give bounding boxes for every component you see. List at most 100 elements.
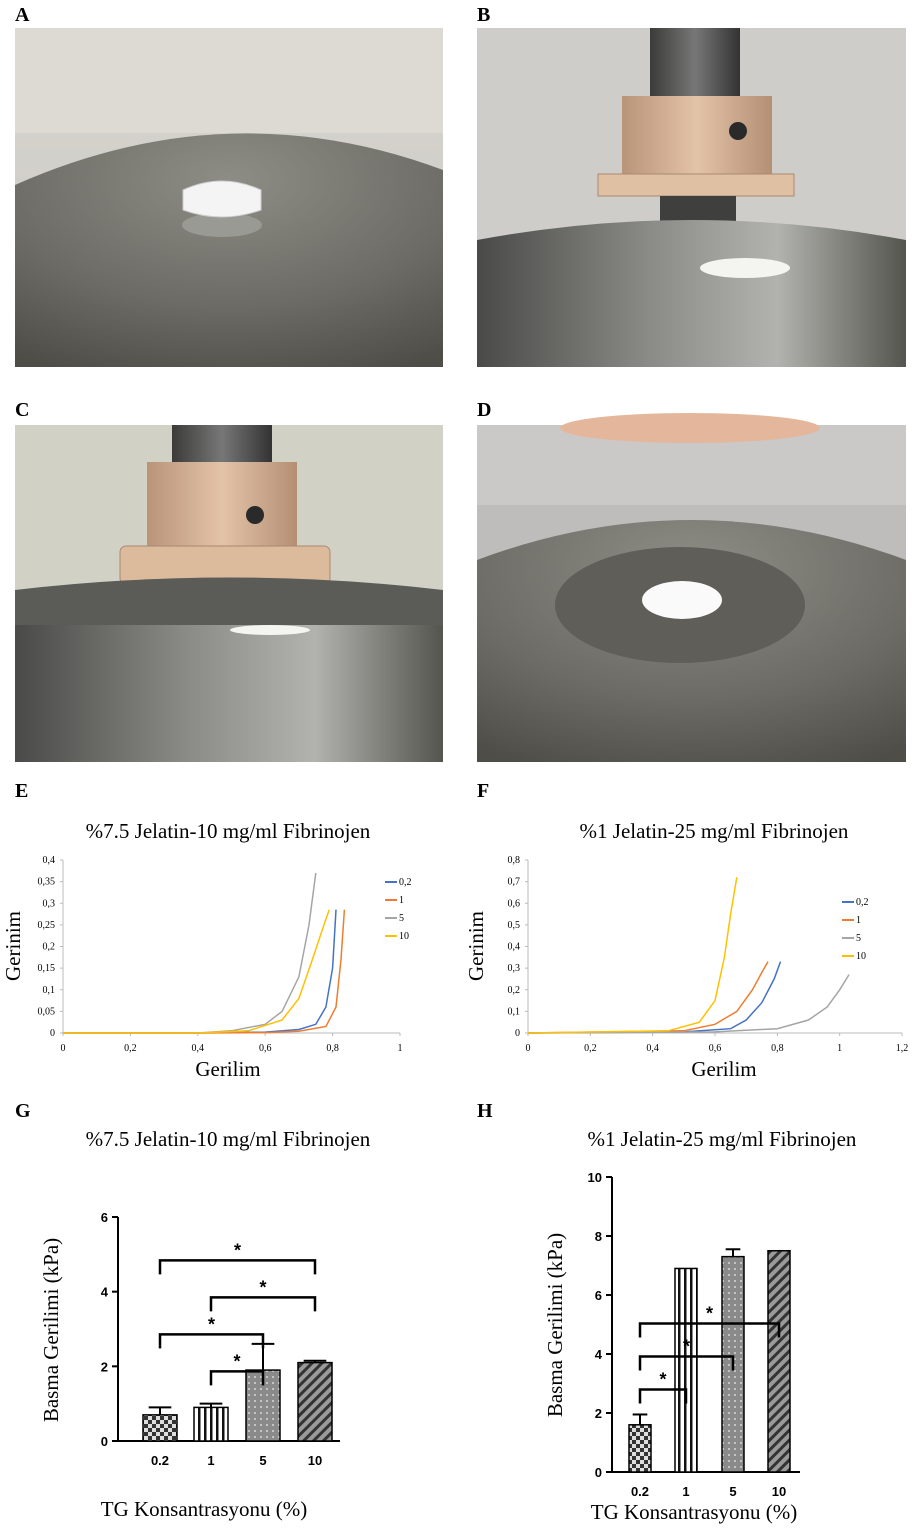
x-axis-label: TG Konsantrasyonu (%): [591, 1500, 797, 1524]
y-axis-label: Gerinim: [464, 911, 488, 981]
y-tick-label: 2: [101, 1359, 108, 1374]
y-axis-label: Basma Gerilimi (kPa): [543, 1233, 567, 1417]
x-tick-label: 0,2: [124, 1043, 137, 1054]
significance-label: *: [659, 1369, 666, 1389]
x-tick-label: 10: [308, 1453, 322, 1468]
chart-title: %7.5 Jelatin-10 mg/ml Fibrinojen: [86, 819, 371, 843]
significance-bracket: [211, 1297, 315, 1311]
y-tick-label: 0,3: [43, 898, 56, 909]
y-tick-label: 0,05: [38, 1006, 56, 1017]
significance-bracket: [160, 1260, 315, 1274]
x-tick-label: 1: [682, 1484, 689, 1499]
y-tick-label: 0,4: [508, 942, 521, 953]
y-tick-label: 0,8: [508, 855, 521, 866]
bar: [768, 1251, 790, 1472]
legend-label: 5: [399, 913, 404, 924]
y-tick-label: 0: [50, 1028, 55, 1039]
y-tick-label: 6: [595, 1288, 602, 1303]
significance-label: *: [259, 1277, 266, 1297]
y-tick-label: 8: [595, 1229, 602, 1244]
photo-d: [477, 413, 906, 762]
panel-label: A: [15, 4, 30, 26]
x-tick-label: 0,4: [646, 1043, 659, 1054]
y-tick-label: 0: [101, 1434, 108, 1449]
bar: [143, 1415, 177, 1441]
legend-label: 5: [856, 933, 861, 944]
x-axis-label: TG Konsantrasyonu (%): [101, 1497, 307, 1521]
legend-label: 1: [856, 915, 861, 926]
series-line: [528, 962, 781, 1033]
legend-label: 10: [399, 931, 409, 942]
legend-label: 0,2: [856, 897, 869, 908]
panel-label: D: [477, 399, 491, 421]
y-tick-label: 0,25: [38, 920, 56, 931]
series-line: [63, 873, 316, 1033]
x-tick-label: 0,8: [771, 1043, 784, 1054]
y-tick-label: 0,15: [38, 963, 56, 974]
x-axis-label: Gerilim: [691, 1057, 756, 1081]
y-tick-label: 0,7: [508, 877, 521, 888]
y-tick-label: 2: [595, 1406, 602, 1421]
y-tick-label: 0,35: [38, 877, 56, 888]
y-tick-label: 0: [515, 1028, 520, 1039]
x-tick-label: 0: [526, 1043, 531, 1054]
y-tick-label: 4: [101, 1285, 109, 1300]
x-tick-label: 0,8: [326, 1043, 339, 1054]
y-tick-label: 0,4: [43, 855, 56, 866]
series-line: [528, 975, 849, 1033]
significance-label: *: [706, 1303, 713, 1323]
y-tick-label: 0,1: [508, 1006, 521, 1017]
series-line: [63, 910, 329, 1033]
significance-bracket: [640, 1323, 779, 1337]
y-tick-label: 0,2: [508, 985, 521, 996]
x-tick-label: 1: [398, 1043, 403, 1054]
x-tick-label: 10: [772, 1484, 786, 1499]
x-tick-label: 0,2: [584, 1043, 597, 1054]
y-axis-label: Basma Gerilimi (kPa): [39, 1238, 63, 1422]
panel-label: G: [15, 1100, 31, 1122]
y-tick-label: 0,1: [43, 985, 56, 996]
x-tick-label: 0: [61, 1043, 66, 1054]
panel-label: F: [477, 780, 489, 802]
x-tick-label: 1: [837, 1043, 842, 1054]
x-tick-label: 0.2: [631, 1484, 649, 1499]
series-line: [528, 962, 768, 1033]
chart-title: %1 Jelatin-25 mg/ml Fibrinojen: [588, 1127, 857, 1151]
y-tick-label: 0,5: [508, 920, 521, 931]
x-axis-label: Gerilim: [195, 1057, 260, 1081]
y-tick-label: 10: [588, 1170, 602, 1185]
panel-label: C: [15, 399, 29, 421]
bar: [194, 1407, 228, 1441]
panel-label: E: [15, 780, 28, 802]
y-tick-label: 4: [595, 1347, 603, 1362]
bar: [298, 1363, 332, 1441]
chart-title: %1 Jelatin-25 mg/ml Fibrinojen: [580, 819, 849, 843]
y-tick-label: 0,2: [43, 942, 56, 953]
x-tick-label: 0,6: [709, 1043, 722, 1054]
chart-title: %7.5 Jelatin-10 mg/ml Fibrinojen: [86, 1127, 371, 1151]
legend-label: 0,2: [399, 877, 412, 888]
panel-label: B: [477, 4, 490, 26]
series-line: [528, 877, 737, 1033]
x-tick-label: 0,4: [192, 1043, 205, 1054]
photo-b: [477, 28, 906, 367]
y-axis-label: Gerinim: [1, 911, 25, 981]
x-tick-label: 0,6: [259, 1043, 272, 1054]
x-tick-label: 0.2: [151, 1453, 169, 1468]
photo-c: [15, 425, 443, 762]
series-line: [63, 910, 336, 1033]
x-tick-label: 5: [259, 1453, 266, 1468]
significance-label: *: [234, 1240, 241, 1260]
legend-label: 10: [856, 951, 866, 962]
x-tick-label: 1,2: [896, 1043, 909, 1054]
y-tick-label: 6: [101, 1210, 108, 1225]
significance-label: *: [208, 1314, 215, 1334]
y-tick-label: 0,6: [508, 898, 521, 909]
legend-label: 1: [399, 895, 404, 906]
y-tick-label: 0: [595, 1465, 602, 1480]
significance-bracket: [160, 1334, 263, 1348]
significance-label: *: [683, 1336, 690, 1356]
figure: A B C D E %7.5 Jelatin-10 mg/ml Fibrinoje…: [0, 0, 916, 1533]
y-tick-label: 0,3: [508, 963, 521, 974]
significance-label: *: [233, 1351, 240, 1371]
